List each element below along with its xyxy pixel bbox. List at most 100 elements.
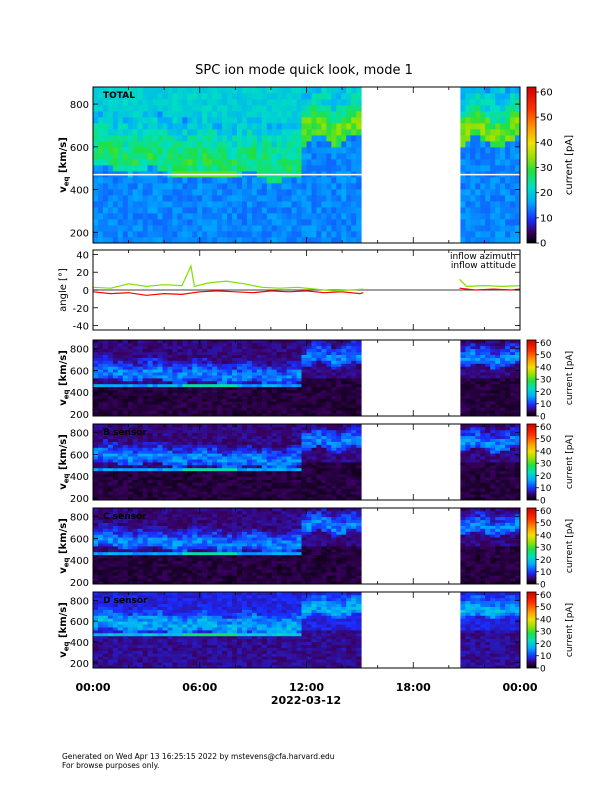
spectrogram-cell <box>107 372 114 376</box>
spectrogram-cell <box>485 372 491 376</box>
spectrogram-cell <box>266 398 273 402</box>
spectrogram-cell <box>142 476 149 480</box>
spectrogram-cell <box>321 147 327 154</box>
spectrogram-cell <box>351 378 357 382</box>
spectrogram-cell <box>237 494 243 498</box>
spectrogram-cell <box>286 424 292 428</box>
spectrogram-cell <box>505 351 511 355</box>
spectrogram-cell <box>112 485 119 489</box>
spectrogram-cell <box>132 177 139 184</box>
spectrogram-cell <box>485 111 491 118</box>
colorbar-label: current [pA] <box>564 135 575 195</box>
spectrogram-cell <box>331 177 337 184</box>
spectrogram-cell <box>301 87 307 94</box>
spectrogram-cell <box>465 237 471 244</box>
spectrogram-cell <box>321 497 327 501</box>
spectrogram-cell <box>222 87 228 94</box>
spectrogram-cell <box>147 123 153 130</box>
spectrogram-cell <box>256 231 263 238</box>
spectrogram-cell <box>132 348 139 353</box>
spectrogram-cell <box>192 378 198 382</box>
spectrogram-cell <box>137 372 144 376</box>
spectrogram-cell <box>207 129 213 136</box>
spectrogram-cell <box>207 383 213 388</box>
spectrogram-cell <box>102 177 109 184</box>
spectrogram-cell <box>212 383 218 388</box>
spectrogram-cell <box>182 111 188 118</box>
spectrogram-cell <box>127 444 134 448</box>
spectrogram-cell <box>336 159 342 166</box>
spectrogram-cell <box>98 87 104 94</box>
spectrogram-cell <box>152 105 158 112</box>
spectrogram-cell <box>495 383 501 388</box>
spectrogram-cell <box>112 93 119 100</box>
spectrogram-cell <box>331 426 337 431</box>
spectrogram-cell <box>222 470 228 475</box>
spectrogram-cell <box>465 213 471 220</box>
spectrogram-cell <box>296 354 302 358</box>
spectrogram-cell <box>296 410 302 414</box>
spectrogram-cell <box>172 87 178 94</box>
spectrogram-cell <box>261 456 268 460</box>
spectrogram-cell <box>157 153 163 160</box>
spectrogram-cell <box>137 456 144 460</box>
spectrogram-cell <box>271 135 278 142</box>
spectrogram-cell <box>232 111 238 118</box>
spectrogram-cell <box>93 177 99 184</box>
spectrogram-cell <box>331 129 337 136</box>
spectrogram-cell <box>346 354 352 358</box>
spectrogram-cell <box>197 407 203 411</box>
spectrogram-cell <box>495 225 501 232</box>
spectrogram-cell <box>192 497 198 501</box>
spectrogram-cell <box>246 456 253 460</box>
spectrogram-cell <box>356 488 362 492</box>
spectrogram-cell <box>152 99 158 106</box>
spectrogram-cell <box>505 219 511 226</box>
spectrogram-cell <box>167 497 173 501</box>
spectrogram-cell <box>321 395 327 399</box>
spectrogram-cell <box>286 383 292 388</box>
spectrogram-cell <box>465 225 471 232</box>
spectrogram-cell <box>117 401 124 405</box>
spectrogram-cell <box>306 123 312 130</box>
spectrogram-cell <box>291 348 297 353</box>
spectrogram-cell <box>316 401 322 405</box>
spectrogram-cell <box>137 201 144 208</box>
spectrogram-cell <box>167 135 173 142</box>
spectrogram-cell <box>281 93 288 100</box>
spectrogram-cell <box>321 354 327 358</box>
spectrogram-cell <box>460 360 466 364</box>
spectrogram-cell <box>475 383 481 388</box>
spectrogram-cell <box>480 386 486 391</box>
spectrogram-cell <box>98 441 104 445</box>
spectrogram-cell <box>465 366 471 370</box>
spectrogram-cell <box>127 165 134 172</box>
spectrogram-cell <box>326 482 332 486</box>
spectrogram-cell <box>192 476 198 480</box>
spectrogram-cell <box>465 351 471 355</box>
spectrogram-cell <box>266 372 273 376</box>
spectrogram-cell <box>137 87 144 94</box>
spectrogram-cell <box>296 447 302 451</box>
spectrogram-cell <box>227 348 233 353</box>
spectrogram-cell <box>112 453 119 457</box>
spectrogram-cell <box>207 429 213 434</box>
spectrogram-cell <box>232 153 238 160</box>
spectrogram-cell <box>147 450 153 454</box>
spectrogram-cell <box>316 459 322 463</box>
spectrogram-cell <box>222 354 228 358</box>
spectrogram-cell <box>137 389 144 393</box>
spectrogram-cell <box>306 404 312 408</box>
spectrogram-cell <box>202 123 208 130</box>
spectrogram-cell <box>127 429 134 434</box>
spectrogram-cell <box>351 438 357 442</box>
spectrogram-cell <box>480 375 486 379</box>
spectrogram-cell <box>152 189 158 196</box>
spectrogram-cell <box>137 177 144 184</box>
spectrogram-cell <box>172 410 178 414</box>
spectrogram-cell <box>222 366 228 370</box>
spectrogram-cell <box>157 395 163 399</box>
spectrogram-cell <box>276 426 283 431</box>
